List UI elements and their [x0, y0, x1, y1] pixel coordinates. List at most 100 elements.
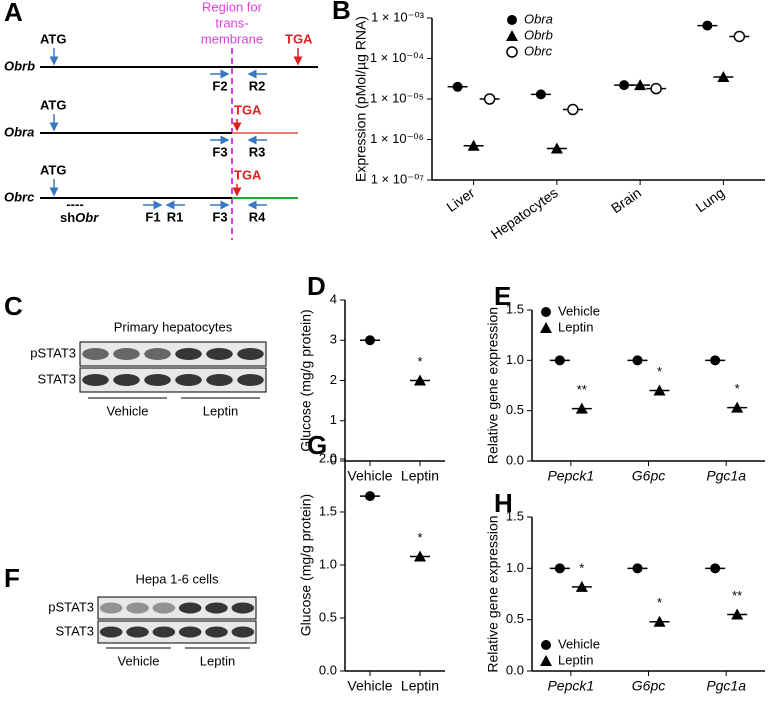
- data-point: [575, 580, 588, 592]
- primer-label: R4: [249, 209, 266, 224]
- blot-band: [126, 626, 149, 638]
- y-tick-label: 2: [330, 372, 337, 387]
- y-tick-label: 0.0: [506, 452, 524, 467]
- blot-band: [178, 602, 202, 614]
- x-tick-label: Leptin: [401, 678, 439, 694]
- blot-band: [206, 374, 233, 386]
- blot-band: [205, 602, 228, 614]
- y-tick-label: 1: [330, 412, 337, 427]
- panel-letter: A: [4, 0, 23, 27]
- significance-label: **: [577, 382, 587, 397]
- data-point: [467, 139, 480, 151]
- blot-band: [231, 602, 255, 614]
- significance-label: *: [657, 364, 662, 379]
- data-point: [632, 563, 643, 574]
- primer-label: F3: [212, 209, 227, 224]
- data-point: [717, 70, 730, 82]
- y-tick-label: 1.5: [319, 503, 337, 518]
- y-tick-label: 0.0: [506, 662, 524, 677]
- y-tick-label: 0.5: [319, 609, 337, 624]
- blot-band: [237, 348, 264, 360]
- legend-label: Obra: [524, 11, 553, 26]
- blot-band: [175, 348, 202, 360]
- primer-label: R2: [249, 78, 266, 93]
- start-codon: ATG: [40, 162, 66, 177]
- data-point: [653, 615, 666, 627]
- legend-label: Vehicle: [558, 303, 600, 318]
- blot-band: [113, 374, 140, 386]
- y-tick-label: 3: [330, 332, 337, 347]
- x-tick-label: Pepck1: [547, 678, 594, 694]
- y-tick-label: 1.0: [319, 556, 337, 571]
- panel-letter: F: [4, 563, 20, 593]
- y-axis-label: Expression (pMol/µg RNA): [353, 16, 369, 182]
- x-tick-label: Liver: [443, 184, 477, 215]
- data-point: [452, 81, 463, 92]
- region-label: membrane: [201, 31, 263, 46]
- region-label: trans-: [215, 15, 248, 30]
- data-point: [414, 550, 426, 562]
- y-tick-label: 0.5: [506, 402, 524, 417]
- shrna-gene: Obr: [75, 210, 99, 225]
- data-point: [365, 491, 375, 502]
- primer-label: R1: [167, 209, 184, 224]
- shrna-dash: ----: [66, 196, 83, 211]
- y-tick-label: 1.5: [506, 508, 524, 523]
- x-tick-label: Pepck1: [547, 468, 594, 484]
- y-axis-label: Relative gene expression: [485, 307, 501, 464]
- blot-band: [237, 374, 264, 386]
- data-point: [731, 608, 744, 620]
- shrna-prefix: sh: [60, 210, 75, 225]
- data-point: [414, 374, 426, 386]
- data-point: [575, 402, 588, 414]
- primer-label: F1: [145, 209, 160, 224]
- panel-letter: B: [332, 0, 351, 25]
- x-tick-label: Lung: [693, 184, 728, 215]
- blot-band: [178, 626, 202, 638]
- significance-label: **: [732, 588, 742, 603]
- legend-marker: [506, 46, 518, 58]
- blot-band: [175, 374, 202, 386]
- group-label: Leptin: [203, 403, 238, 418]
- blot-band: [144, 348, 171, 360]
- blot-band: [126, 602, 149, 614]
- x-tick-label: G6pc: [632, 678, 665, 694]
- data-point: [365, 335, 375, 346]
- legend-label: Leptin: [558, 319, 593, 334]
- y-tick-label: 1 × 10⁻⁰⁶: [370, 131, 424, 146]
- y-axis-label: Relative gene expression: [485, 515, 501, 672]
- y-tick-label: 1.0: [506, 560, 524, 575]
- panel-letter: E: [494, 281, 511, 311]
- blot-band: [231, 626, 255, 638]
- legend-label: Obrb: [524, 27, 553, 42]
- gene-name: Obrc: [4, 189, 35, 204]
- data-point: [653, 384, 666, 396]
- data-point: [733, 30, 746, 43]
- legend-marker: [541, 640, 551, 650]
- blot-band: [152, 602, 176, 614]
- blot-band: [152, 626, 176, 638]
- x-tick-label: Vehicle: [347, 468, 392, 484]
- blot-row-label: STAT3: [37, 371, 76, 386]
- panel-letter: D: [307, 271, 326, 301]
- blot-title: Hepa 1-6 cells: [135, 571, 219, 586]
- blot-band: [206, 348, 233, 360]
- blot-strip: [79, 341, 267, 367]
- y-tick-label: 1 × 10⁻⁰⁴: [370, 50, 424, 65]
- y-tick-label: 1 × 10⁻⁰⁷: [371, 171, 425, 186]
- y-tick-label: 0.0: [319, 662, 337, 677]
- legend-label: Obrc: [524, 43, 553, 58]
- start-codon: ATG: [40, 97, 66, 112]
- primer-label: F2: [212, 78, 227, 93]
- legend-marker: [540, 655, 552, 666]
- x-tick-label: Hepatocytes: [488, 184, 561, 242]
- stop-codon: TGA: [234, 102, 262, 117]
- data-point: [650, 82, 662, 95]
- data-point: [619, 80, 630, 91]
- significance-label: *: [735, 381, 740, 396]
- y-tick-label: 2.0: [319, 450, 337, 465]
- stop-codon: TGA: [285, 31, 313, 46]
- data-point: [632, 355, 643, 366]
- data-point: [554, 355, 565, 366]
